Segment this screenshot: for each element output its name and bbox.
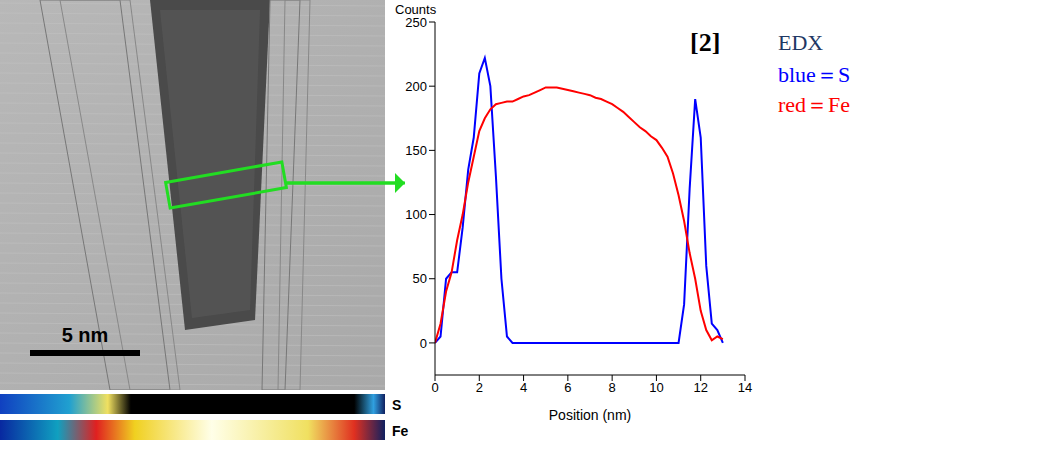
html-text:EDX: EDX xyxy=(778,30,824,55)
svg-text:100: 100 xyxy=(405,207,427,222)
svg-text:6: 6 xyxy=(564,380,571,395)
svg-text:0: 0 xyxy=(420,336,427,351)
svg-text:200: 200 xyxy=(405,79,427,94)
html-text:Counts: Counts xyxy=(395,2,437,17)
svg-text:Position (nm): Position (nm) xyxy=(549,407,631,423)
svg-text:10: 10 xyxy=(649,380,663,395)
html-text:red＝Fe: red＝Fe xyxy=(778,92,851,117)
svg-text:14: 14 xyxy=(738,380,752,395)
svg-text:5 nm: 5 nm xyxy=(62,324,109,346)
svg-text:Fe: Fe xyxy=(392,423,409,439)
svg-text:8: 8 xyxy=(609,380,616,395)
svg-text:50: 50 xyxy=(413,271,427,286)
svg-text:12: 12 xyxy=(693,380,707,395)
svg-text:2: 2 xyxy=(476,380,483,395)
html-text:blue＝S: blue＝S xyxy=(778,62,851,87)
svg-text:250: 250 xyxy=(405,15,427,30)
svg-text:150: 150 xyxy=(405,143,427,158)
svg-text:4: 4 xyxy=(520,380,527,395)
svg-text:S: S xyxy=(392,397,401,413)
html-text:[2]: [2] xyxy=(690,28,721,57)
svg-text:0: 0 xyxy=(431,380,438,395)
